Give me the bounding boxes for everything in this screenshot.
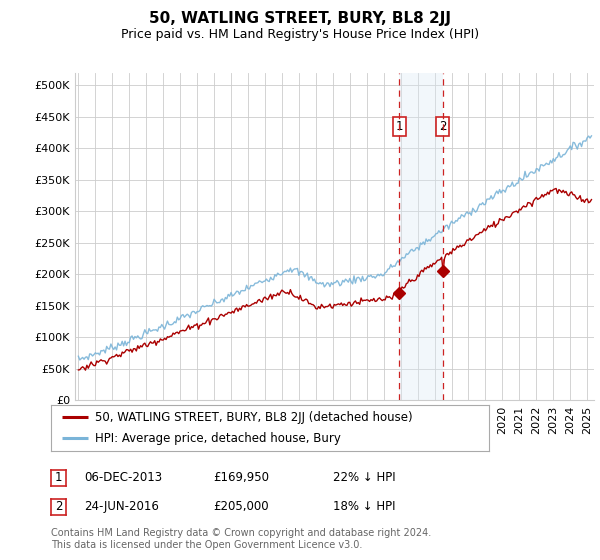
Text: 22% ↓ HPI: 22% ↓ HPI bbox=[333, 471, 395, 484]
Text: 2: 2 bbox=[439, 120, 446, 133]
Text: 06-DEC-2013: 06-DEC-2013 bbox=[84, 471, 162, 484]
Text: £205,000: £205,000 bbox=[213, 500, 269, 514]
Text: 24-JUN-2016: 24-JUN-2016 bbox=[84, 500, 159, 514]
Text: 1: 1 bbox=[55, 471, 62, 484]
Text: 18% ↓ HPI: 18% ↓ HPI bbox=[333, 500, 395, 514]
Text: 2: 2 bbox=[55, 500, 62, 514]
Text: 1: 1 bbox=[395, 120, 403, 133]
Text: £169,950: £169,950 bbox=[213, 471, 269, 484]
Text: Contains HM Land Registry data © Crown copyright and database right 2024.
This d: Contains HM Land Registry data © Crown c… bbox=[51, 528, 431, 550]
Text: HPI: Average price, detached house, Bury: HPI: Average price, detached house, Bury bbox=[95, 432, 341, 445]
Text: 50, WATLING STREET, BURY, BL8 2JJ (detached house): 50, WATLING STREET, BURY, BL8 2JJ (detac… bbox=[95, 411, 412, 424]
Text: 50, WATLING STREET, BURY, BL8 2JJ: 50, WATLING STREET, BURY, BL8 2JJ bbox=[149, 11, 451, 26]
Bar bbox=[399, 73, 443, 400]
Text: Price paid vs. HM Land Registry's House Price Index (HPI): Price paid vs. HM Land Registry's House … bbox=[121, 28, 479, 41]
